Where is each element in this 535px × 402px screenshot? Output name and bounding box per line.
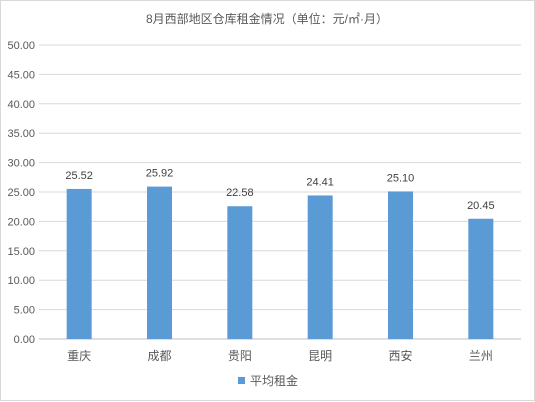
bar xyxy=(307,195,333,339)
bar xyxy=(468,218,494,339)
data-label: 25.92 xyxy=(146,168,174,180)
x-axis-categories: 重庆 成都 贵阳 昆明 西安 兰州 xyxy=(67,348,493,363)
x-category-label: 兰州 xyxy=(469,349,493,363)
bar xyxy=(388,191,413,339)
data-label: 25.10 xyxy=(387,172,415,184)
data-label: 22.58 xyxy=(226,187,254,199)
y-tick-label: 5.00 xyxy=(14,305,35,317)
y-tick-label: 35.00 xyxy=(7,128,35,140)
x-category-label: 成都 xyxy=(147,349,171,363)
x-category-label: 昆明 xyxy=(308,349,332,363)
bar xyxy=(227,206,253,339)
y-tick-label: 25.00 xyxy=(7,187,35,199)
y-tick-label: 10.00 xyxy=(7,275,35,287)
data-label: 20.45 xyxy=(467,200,495,212)
y-tick-label: 20.00 xyxy=(7,216,35,228)
y-axis-ticks: 0.00 5.00 10.00 15.00 20.00 25.00 30.00 35.00 40… xyxy=(7,40,35,346)
legend-label: 平均租金 xyxy=(250,373,298,388)
y-tick-label: 40.00 xyxy=(7,99,35,111)
legend-swatch xyxy=(238,377,245,384)
chart-title: 8月西部地区仓库租金情况（单位：元/㎡·月） xyxy=(146,11,388,26)
gridlines xyxy=(39,44,521,340)
y-tick-label: 45.00 xyxy=(7,69,35,81)
y-tick-label: 50.00 xyxy=(7,40,35,52)
x-category-label: 贵阳 xyxy=(228,349,252,363)
y-tick-label: 0.00 xyxy=(14,334,35,346)
bar xyxy=(66,188,92,339)
bar xyxy=(147,186,172,339)
data-label: 25.52 xyxy=(65,170,93,182)
x-category-label: 重庆 xyxy=(67,349,91,363)
legend: 平均租金 xyxy=(238,373,298,388)
data-labels: 25.52 25.92 22.58 24.41 25.10 20.45 xyxy=(65,168,494,212)
bars xyxy=(66,186,494,339)
data-label: 24.41 xyxy=(306,176,334,188)
y-tick-label: 30.00 xyxy=(7,158,35,170)
y-tick-label: 15.00 xyxy=(7,246,35,258)
x-category-label: 西安 xyxy=(388,348,412,363)
